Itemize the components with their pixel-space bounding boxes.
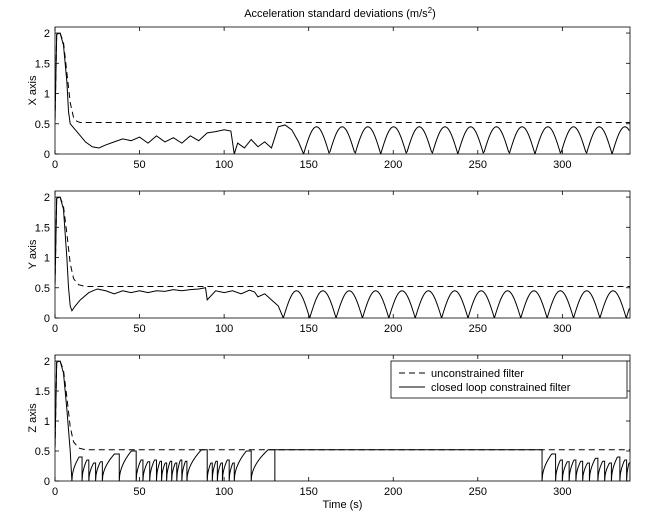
x-tick-label: 100 — [215, 323, 233, 335]
x-tick-label: 200 — [384, 159, 402, 171]
series-line-unconstrained — [55, 196, 630, 288]
x-tick-label: 50 — [133, 323, 145, 335]
y-tick-label: 0 — [44, 149, 50, 161]
x-tick-label: 0 — [52, 323, 58, 335]
plot-frame — [54, 26, 631, 155]
y-tick-label: 0.5 — [35, 119, 50, 131]
x-tick-label: 150 — [299, 486, 317, 498]
x-tick-label: 100 — [215, 486, 233, 498]
y-axis-label: X axis — [27, 75, 39, 105]
plot-frame — [54, 190, 631, 319]
subplot-x-axis: 0 50 100 150 200 250 300 0 0.5 1 1.5 2 X axis — [27, 26, 631, 171]
y-tick-label: 2 — [44, 356, 50, 368]
x-tick-label: 300 — [553, 486, 571, 498]
x-axis-label: Time (s) — [323, 499, 363, 511]
series-line-constrained — [55, 196, 630, 318]
y-tick-label: 0 — [44, 313, 50, 325]
y-tick-label: 1 — [44, 253, 50, 265]
series-line-constrained — [55, 32, 630, 154]
series-line-unconstrained — [55, 360, 630, 451]
y-axis-label: Z axis — [27, 403, 39, 433]
x-tick-label: 0 — [52, 159, 58, 171]
legend: unconstrained filter closed loop constrai… — [390, 360, 628, 399]
x-tick-label: 150 — [299, 159, 317, 171]
x-tick-label: 200 — [384, 486, 402, 498]
legend-label: unconstrained filter — [431, 368, 524, 380]
x-tick-label: 150 — [299, 323, 317, 335]
plot-frame — [54, 354, 631, 482]
y-axis-label: Y axis — [27, 239, 39, 269]
y-tick-label: 1 — [44, 89, 50, 101]
subplot-z-axis: 0 50 100 150 200 250 300 0 0.5 1 1.5 2 Z axis Time (s… — [27, 354, 631, 511]
x-tick-label: 250 — [469, 323, 487, 335]
y-tick-label: 0.5 — [35, 283, 50, 295]
subplot-y-axis: 0 50 100 150 200 250 300 0 0.5 1 1.5 2 Y axis — [27, 190, 631, 335]
x-tick-label: 250 — [469, 486, 487, 498]
y-tick-label: 2 — [44, 28, 50, 40]
legend-label: closed loop constrained filter — [431, 382, 571, 394]
x-tick-label: 200 — [384, 323, 402, 335]
y-tick-label: 1.5 — [35, 58, 50, 70]
chart-title: Acceleration standard deviations (m/s2) — [244, 6, 436, 20]
x-tick-label: 300 — [553, 323, 571, 335]
y-tick-label: 1.5 — [35, 386, 50, 398]
y-tick-label: 1.5 — [35, 222, 50, 234]
x-tick-label: 50 — [133, 486, 145, 498]
x-tick-label: 50 — [133, 159, 145, 171]
x-tick-label: 0 — [52, 486, 58, 498]
y-tick-label: 2 — [44, 192, 50, 204]
legend-box — [390, 360, 628, 399]
x-tick-label: 300 — [553, 159, 571, 171]
y-tick-label: 0.5 — [35, 446, 50, 458]
x-tick-label: 250 — [469, 159, 487, 171]
series-line-unconstrained — [55, 32, 630, 124]
y-tick-label: 1 — [44, 416, 50, 428]
series-line-constrained — [55, 360, 630, 481]
y-tick-label: 0 — [44, 476, 50, 488]
x-tick-label: 100 — [215, 159, 233, 171]
